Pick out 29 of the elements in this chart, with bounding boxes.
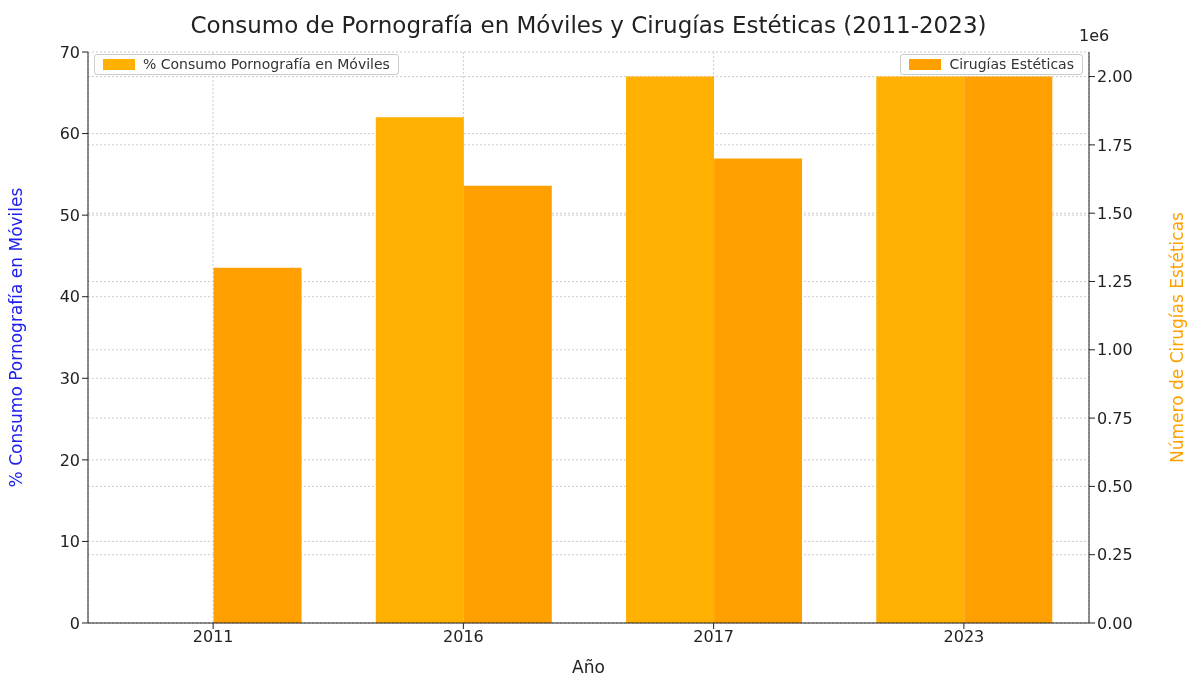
y-tick-label: 70 — [59, 42, 80, 62]
y2-tick-label: 2.00 — [1097, 67, 1133, 87]
legend-label: Cirugías Estéticas — [949, 56, 1074, 73]
bar — [213, 267, 302, 623]
legend-label: % Consumo Pornografía en Móviles — [143, 56, 390, 73]
x-tick-label: 2016 — [443, 627, 484, 647]
y2-tick-label: 1.25 — [1097, 272, 1133, 292]
x-tick-label: 2011 — [192, 627, 234, 647]
y2-tick-label: 1.00 — [1097, 340, 1133, 360]
y-axis-title: % Consumo Pornografía en Móviles — [6, 187, 27, 488]
chart-title: Consumo de Pornografía en Móviles y Cirugías Estéticas (2011-2023) — [190, 12, 987, 38]
y-tick-label: 30 — [59, 368, 80, 388]
y2-tick-label: 1.50 — [1097, 203, 1133, 223]
y2-tick-label: 0.25 — [1097, 545, 1133, 565]
y-tick-label: 50 — [59, 205, 80, 225]
y2-axis-title: Número de Cirugías Estéticas — [1167, 211, 1188, 463]
y-tick-label: 10 — [59, 532, 80, 552]
text: 1e6 — [1079, 26, 1110, 45]
y2-tick-label: 0.00 — [1097, 613, 1133, 633]
x-tick-label: 2023 — [943, 627, 985, 647]
y2-tick-label: 1.75 — [1097, 135, 1133, 155]
x-axis-title: Año — [572, 657, 605, 677]
y-tick-label: 60 — [59, 124, 80, 144]
y-tick-label: 40 — [59, 287, 80, 307]
x-tick-label: 2017 — [693, 627, 734, 647]
y-tick-label: 0 — [69, 613, 80, 633]
y-tick-label: 20 — [59, 450, 80, 470]
y2-tick-label: 0.75 — [1097, 408, 1133, 428]
y2-tick-label: 0.50 — [1097, 477, 1133, 497]
